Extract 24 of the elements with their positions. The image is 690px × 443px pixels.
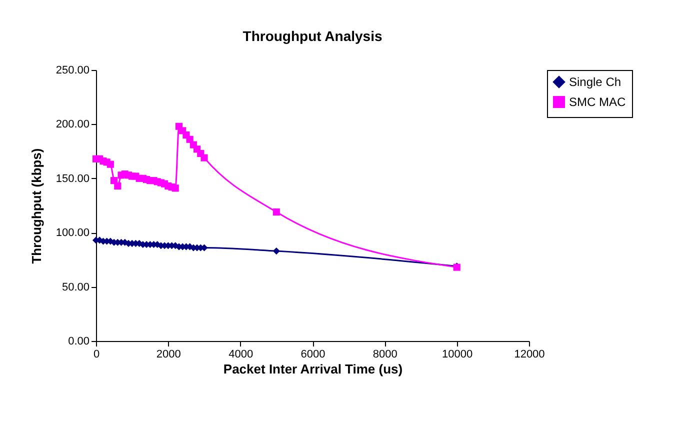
x-tick-label: 2000 (156, 348, 181, 360)
y-axis-title: Throughput (kbps) (28, 148, 44, 264)
x-tick-label: 12000 (514, 348, 545, 360)
x-tick-label: 0 (93, 348, 100, 360)
x-tick-label: 6000 (300, 348, 326, 360)
chart-title: Throughput Analysis (242, 28, 382, 44)
point (172, 184, 179, 192)
point (106, 160, 114, 168)
x-tick-label: 10000 (442, 348, 473, 360)
y-tick-label: 150.00 (56, 172, 90, 185)
point (272, 247, 280, 255)
x-tick-label: 4000 (228, 348, 254, 360)
x-tick-label: 8000 (372, 348, 398, 360)
point (272, 208, 280, 216)
point (114, 182, 122, 190)
point (200, 154, 208, 162)
legend-label: Single Ch (569, 75, 622, 89)
y-tick-label: 50.00 (62, 281, 90, 294)
x-axis-title: Packet Inter Arrival Time (us) (223, 362, 403, 376)
y-tick-label: 0.00 (68, 336, 90, 348)
y-tick-label: 100.00 (56, 227, 90, 240)
y-tick-label: 250.00 (56, 64, 90, 76)
legend-label: SMC MAC (569, 95, 626, 109)
y-tick-label: 200.00 (56, 118, 90, 131)
